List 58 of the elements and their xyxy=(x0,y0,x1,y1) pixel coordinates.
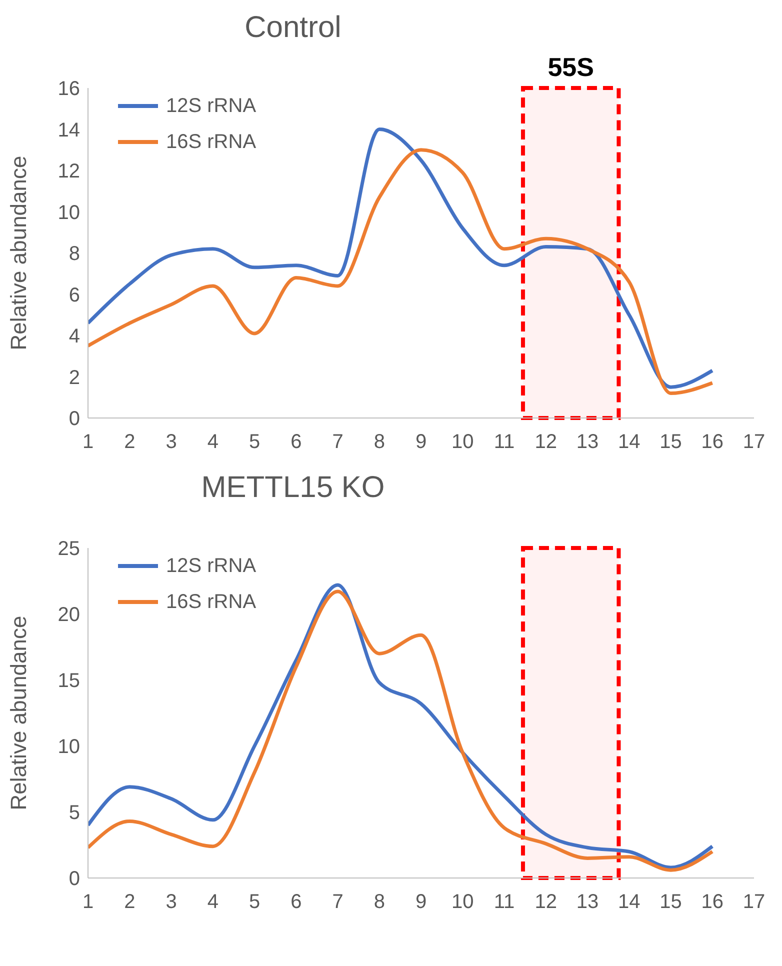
x-tick-label: 16 xyxy=(701,891,724,914)
y-tick-label: 10 xyxy=(58,736,80,758)
x-tick-label: 3 xyxy=(166,431,177,454)
x-tick-label: 6 xyxy=(290,431,302,454)
x-tick-label: 12 xyxy=(534,891,557,914)
y-tick-label: 25 xyxy=(58,538,80,560)
y-tick-label: 15 xyxy=(58,670,80,692)
x-tick-label: 4 xyxy=(207,891,218,914)
chart-title: Control xyxy=(244,10,342,46)
x-tick-label: 12 xyxy=(534,431,557,454)
y-tick-label: 2 xyxy=(68,366,80,389)
band-label: 55S xyxy=(548,52,594,82)
x-tick-label: 9 xyxy=(415,891,427,914)
y-axis-title: Relative abundance xyxy=(6,156,31,350)
y-tick-label: 8 xyxy=(68,243,80,266)
x-tick-label: 1 xyxy=(82,431,94,454)
y-tick-label: 0 xyxy=(68,868,80,890)
x-tick-label: 6 xyxy=(290,891,302,914)
x-tick-label: 5 xyxy=(248,431,260,454)
y-tick-label: 5 xyxy=(68,802,80,824)
x-tick-label: 1 xyxy=(82,891,94,914)
x-tick-label: 8 xyxy=(374,431,385,454)
y-tick-label: 0 xyxy=(68,408,80,430)
x-tick-label: 4 xyxy=(207,431,218,454)
y-axis-title: Relative abundance xyxy=(6,616,31,810)
x-tick-label: 14 xyxy=(618,431,640,454)
x-tick-label: 5 xyxy=(248,891,260,914)
y-tick-label: 10 xyxy=(58,202,80,224)
legend-label: 12S rRNA xyxy=(166,554,256,579)
x-tick-label: 11 xyxy=(494,431,515,454)
x-tick-label: 10 xyxy=(452,431,474,454)
x-tick-label: 9 xyxy=(415,431,427,454)
x-tick-label: 13 xyxy=(576,891,599,914)
x-tick-label: 13 xyxy=(576,431,599,454)
x-tick-label: 2 xyxy=(124,891,136,914)
x-tick-label: 2 xyxy=(124,431,136,454)
x-tick-label: 17 xyxy=(742,431,766,454)
x-tick-label: 11 xyxy=(494,891,515,914)
legend-label: 16S rRNA xyxy=(166,130,256,155)
x-tick-label: 16 xyxy=(701,431,724,454)
legend-label: 16S rRNA xyxy=(166,590,256,615)
legend-label: 12S rRNA xyxy=(166,94,256,119)
y-tick-label: 20 xyxy=(58,604,80,626)
y-tick-label: 6 xyxy=(68,284,80,306)
chart-title: METTL15 KO xyxy=(200,470,386,506)
x-tick-label: 7 xyxy=(332,891,344,914)
y-tick-label: 16 xyxy=(58,78,80,100)
y-tick-label: 12 xyxy=(58,160,80,183)
x-tick-label: 3 xyxy=(166,891,177,914)
x-tick-label: 14 xyxy=(618,891,640,914)
y-tick-label: 14 xyxy=(58,119,80,142)
y-tick-label: 4 xyxy=(68,326,80,348)
x-tick-label: 7 xyxy=(332,431,344,454)
x-tick-label: 15 xyxy=(660,891,682,914)
x-tick-label: 17 xyxy=(742,891,766,914)
x-tick-label: 10 xyxy=(452,891,474,914)
x-tick-label: 8 xyxy=(374,891,385,914)
x-tick-label: 15 xyxy=(660,431,682,454)
